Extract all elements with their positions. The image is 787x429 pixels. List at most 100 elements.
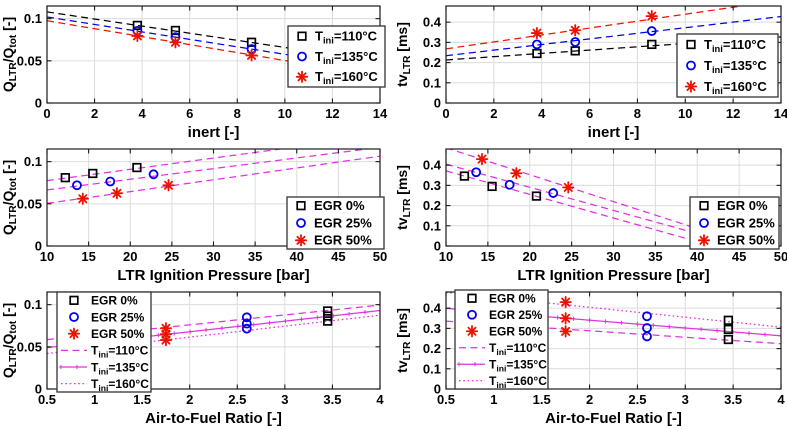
marker-asterisk	[76, 192, 89, 205]
x-tick-label: 10	[678, 106, 692, 121]
y-tick-label: 0.2	[423, 198, 441, 213]
legend-label: EGR 25%	[717, 215, 775, 230]
legend-label: Tini=110°C	[704, 37, 767, 54]
y-axis-label: QLTR/Qtot [-]	[0, 303, 19, 378]
plot-box	[46, 291, 381, 390]
x-tick-label: 1.5	[133, 392, 151, 407]
legend-label: EGR 25%	[489, 308, 543, 322]
marker-square	[297, 31, 307, 41]
x-axis-label: LTR Ignition Pressure [bar]	[517, 267, 709, 284]
y-tick-label: 0.1	[423, 75, 441, 90]
y-tick-label: 0.4	[423, 301, 442, 316]
legend: Tini=110°C Tini=135°C Tini=160°C	[676, 33, 779, 98]
series-square	[532, 39, 657, 59]
fit-line	[446, 15, 781, 57]
marker-circle	[148, 169, 159, 180]
y-tick-label: 0.05	[17, 196, 42, 211]
marker-circle	[642, 331, 652, 342]
legend-label: EGR 0%	[489, 292, 536, 306]
y-tick-label: 0	[434, 239, 441, 254]
y-tick-label: 0.1	[24, 154, 42, 169]
x-tick-label: 0.5	[437, 392, 455, 407]
marker-asterisk	[159, 333, 173, 347]
marker-circle	[69, 312, 79, 322]
legend-label: EGR 50%	[314, 233, 372, 248]
x-tick-label: 35	[648, 249, 662, 264]
x-tick-label: 6	[186, 106, 193, 121]
series-square	[323, 306, 333, 326]
y-tick-label: 0.1	[24, 297, 42, 312]
x-tick-label: 45	[732, 249, 746, 264]
marker-circle	[532, 39, 542, 50]
x-tick-label: 15	[81, 249, 95, 264]
y-axis-label: tvLTR [ms]	[394, 308, 413, 373]
marker-asterisk	[684, 80, 698, 93]
legend-box	[454, 289, 549, 390]
marker-square	[323, 316, 333, 326]
marker-asterisk	[162, 179, 175, 192]
x-tick-label: 12	[325, 106, 339, 121]
marker-square	[723, 334, 734, 345]
x-tick-label: 2.5	[628, 392, 646, 407]
marker-square	[686, 39, 696, 50]
y-tick-label: 0.05	[17, 339, 42, 354]
x-tick-label: 4	[538, 106, 546, 121]
legend-label: Tini=160°C	[91, 377, 149, 393]
legend-label: EGR 25%	[91, 310, 145, 324]
series-square	[459, 171, 542, 201]
series-asterisk	[530, 10, 658, 40]
marker-asterisk	[131, 29, 144, 43]
chart-canvas: 10 15 20 25 30 35 40 45 50 0 0.05 0.1 LTR Ignition P…	[0, 148, 387, 284]
series-asterisk	[559, 296, 572, 338]
axis-ticks	[445, 149, 782, 247]
marker-circle	[241, 323, 252, 334]
x-tick-label: 4	[777, 392, 785, 407]
marker-circle	[570, 37, 581, 47]
x-tick-label: 50	[774, 249, 787, 264]
marker-square	[323, 311, 333, 321]
x-tick-label: 2	[586, 392, 593, 407]
marker-circle	[471, 167, 482, 178]
marker-asterisk	[295, 70, 309, 83]
fit-line	[47, 155, 380, 205]
marker-circle	[105, 176, 116, 187]
legend: EGR 0% EGR 25% EGR 50% Tini=110°CTini=135°C…	[56, 291, 152, 393]
marker-square	[723, 315, 734, 325]
y-tick-label: 0.2	[423, 341, 441, 356]
x-tick-label: 10	[439, 249, 453, 264]
x-tick-label: 2	[91, 106, 98, 121]
series-asterisk	[475, 153, 575, 194]
marker-asterisk	[245, 49, 258, 62]
marker-square	[570, 46, 580, 56]
marker-square	[487, 181, 497, 192]
y-tick-label: 0.3	[423, 178, 441, 193]
fit-lines	[47, 149, 380, 205]
chart-canvas: 10 15 20 25 30 35 40 45 50 0 0.1 0.2 0.3 0.4 LTR Ignit…	[394, 148, 787, 284]
legend-label: EGR 25%	[314, 215, 372, 230]
legend-label: Tini=160°C	[315, 69, 378, 86]
subplot-qratio-vs-pressure: 10 15 20 25 30 35 40 45 50 0 0.05 0.1 LTR Ignition P…	[0, 143, 394, 286]
marker-square	[132, 162, 142, 173]
subplot-tv-vs-afr: 0.5 1 1.5 2 2.5 3 3.5 4 0 0.1 0.2 0.3 0.4 Air-to-Fuel…	[394, 286, 787, 429]
y-tick-label: 0	[35, 382, 42, 397]
x-axis-label: LTR Ignition Pressure [bar]	[117, 267, 309, 284]
x-tick-label: 3.5	[724, 392, 742, 407]
series-circle	[642, 311, 652, 342]
y-tick-label: 0	[35, 96, 42, 111]
marker-square	[69, 295, 79, 305]
legend: EGR 0% EGR 25% EGR 50%	[689, 196, 780, 250]
x-tick-label: 14	[774, 106, 787, 121]
x-tick-label: 0	[43, 106, 50, 121]
legend-label: Tini=160°C	[489, 374, 547, 390]
x-tick-label: 8	[234, 106, 241, 121]
series-square	[723, 315, 734, 345]
marker-asterisk	[562, 181, 575, 194]
marker-square	[699, 201, 709, 211]
x-axis-label: Air-to-Fuel Ratio [-]	[145, 410, 282, 427]
marker-asterisk	[294, 234, 308, 247]
x-tick-label: 14	[373, 106, 388, 121]
series-square	[132, 20, 257, 47]
y-tick-label: 0	[35, 239, 42, 254]
legend-label: EGR 50%	[91, 327, 145, 341]
